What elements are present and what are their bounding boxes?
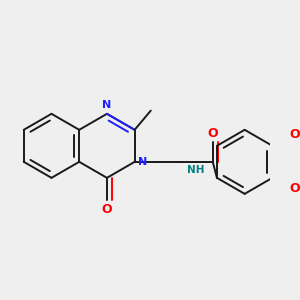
Text: N: N <box>102 100 112 110</box>
Text: NH: NH <box>188 165 205 176</box>
Text: O: O <box>207 127 218 140</box>
Text: O: O <box>289 182 300 195</box>
Text: N: N <box>138 157 147 167</box>
Text: O: O <box>102 203 112 216</box>
Text: O: O <box>289 128 300 141</box>
